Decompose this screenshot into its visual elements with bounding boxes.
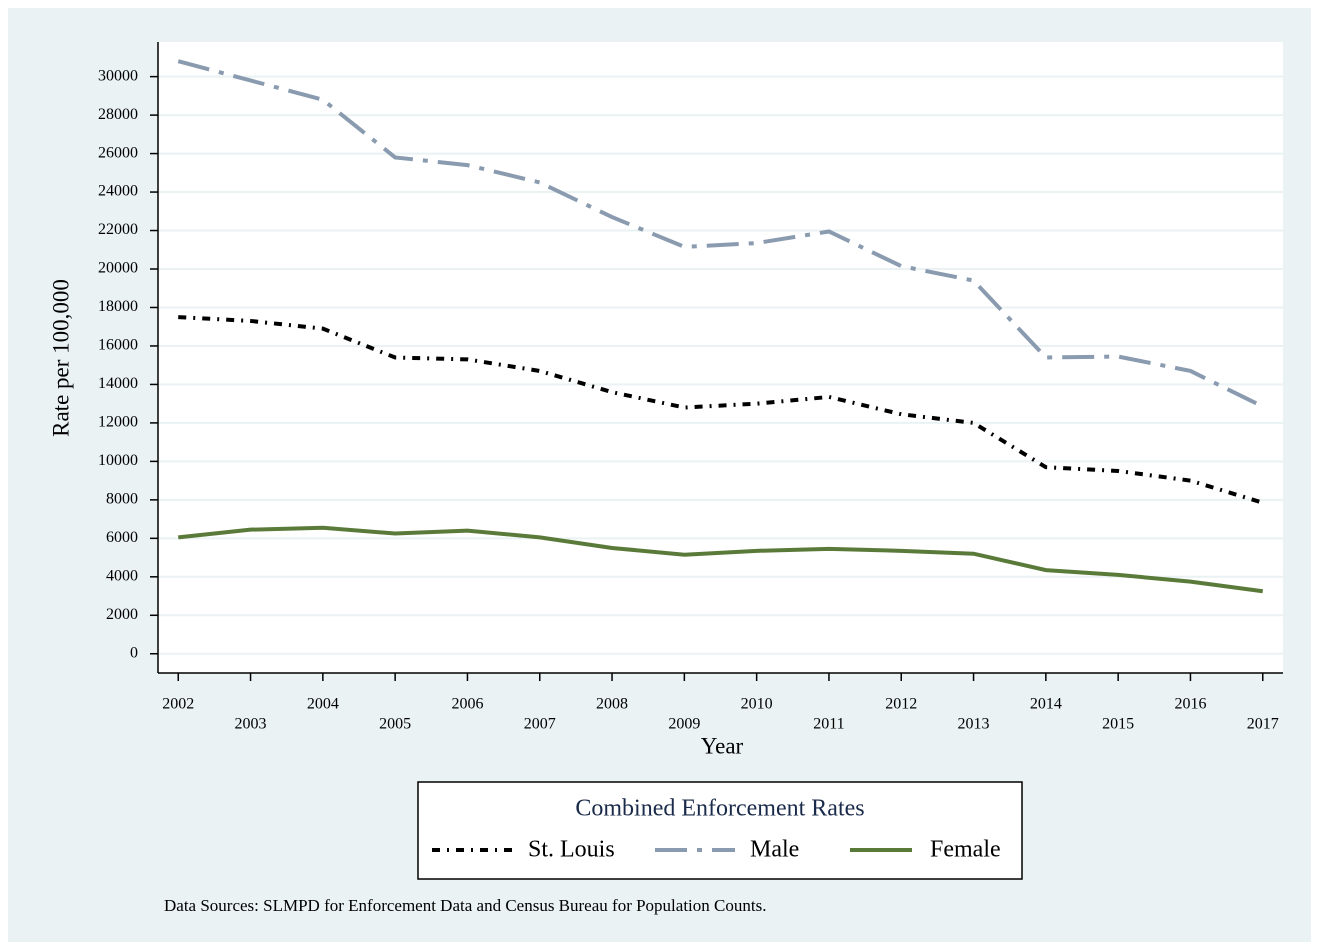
x-tick-label: 2004 bbox=[307, 696, 339, 713]
y-tick-label: 30000 bbox=[98, 67, 138, 84]
x-tick-label: 2006 bbox=[451, 696, 483, 713]
x-tick-label: 2014 bbox=[1030, 696, 1062, 713]
series-line bbox=[178, 315, 1264, 505]
y-tick-label: 24000 bbox=[98, 183, 138, 200]
x-tick-label: 2007 bbox=[524, 716, 556, 733]
x-tick-label: 2002 bbox=[162, 696, 194, 713]
y-tick-label: 2000 bbox=[106, 606, 138, 623]
legend-title: Combined Enforcement Rates bbox=[575, 796, 864, 822]
x-tick-label: 2012 bbox=[885, 696, 917, 713]
y-tick-label: 28000 bbox=[98, 106, 138, 123]
y-tick-label: 6000 bbox=[106, 529, 138, 546]
series-line bbox=[177, 59, 1264, 409]
x-tick-label: 2008 bbox=[596, 696, 628, 713]
y-tick-label: 20000 bbox=[98, 260, 138, 277]
y-tick-label: 0 bbox=[130, 644, 138, 661]
x-tick-label: 2017 bbox=[1247, 716, 1279, 733]
x-tick-label: 2010 bbox=[741, 696, 773, 713]
x-tick-label: 2005 bbox=[379, 716, 411, 733]
note: Data Sources: SLMPD for Enforcement Data… bbox=[164, 896, 766, 915]
y-tick-label: 14000 bbox=[98, 375, 138, 392]
x-tick-label: 2003 bbox=[235, 716, 267, 733]
y-axis-title: Rate per 100,000 bbox=[48, 279, 73, 437]
x-tick-label: 2009 bbox=[668, 716, 700, 733]
legend-label: Male bbox=[750, 837, 799, 863]
y-tick-label: 18000 bbox=[98, 298, 138, 315]
legend-label: St. Louis bbox=[528, 837, 615, 863]
x-tick-label: 2013 bbox=[958, 716, 990, 733]
legend-label: Female bbox=[930, 837, 1001, 863]
y-tick-label: 4000 bbox=[106, 567, 138, 584]
y-tick-label: 22000 bbox=[98, 221, 138, 238]
series-line bbox=[178, 525, 1264, 594]
x-tick-label: 2015 bbox=[1102, 716, 1134, 733]
x-axis-title: Year bbox=[701, 733, 744, 758]
y-tick-label: 12000 bbox=[98, 414, 138, 431]
plot-area bbox=[158, 42, 1283, 673]
y-tick-label: 16000 bbox=[98, 337, 138, 354]
y-tick-label: 8000 bbox=[106, 491, 138, 508]
x-tick-label: 2011 bbox=[813, 716, 844, 733]
y-tick-label: 26000 bbox=[98, 144, 138, 161]
x-tick-label: 2016 bbox=[1174, 696, 1206, 713]
y-tick-label: 10000 bbox=[98, 452, 138, 469]
legend-box bbox=[417, 781, 1023, 880]
